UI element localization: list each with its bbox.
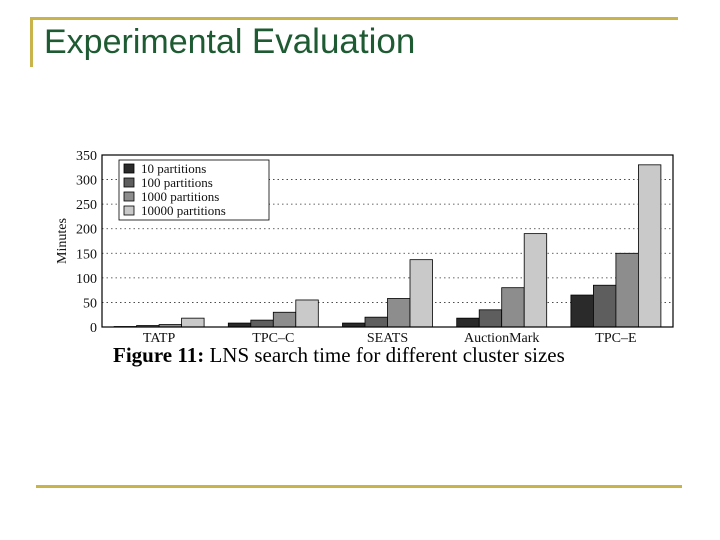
bar (181, 317, 205, 328)
legend-box (118, 159, 270, 221)
x-tick-label: TATP (143, 331, 176, 346)
y-tick-label: 250 (76, 198, 97, 213)
legend-swatch (123, 205, 135, 216)
legend-swatch (123, 163, 135, 174)
bottom-rule (36, 485, 682, 488)
x-tick-label: TPC–E (595, 331, 636, 346)
bar (523, 233, 548, 328)
plot-frame (101, 154, 674, 328)
bar (272, 311, 297, 328)
bar (615, 252, 639, 328)
figure-caption-text: LNS search time for different cluster si… (209, 343, 565, 367)
legend-label: 100 partitions (141, 175, 213, 190)
y-tick-label: 50 (83, 296, 97, 311)
y-tick-label: 100 (76, 272, 97, 287)
bar (409, 259, 433, 328)
title-part-2: Evaluation (251, 22, 416, 61)
bar (638, 164, 662, 328)
bar (250, 319, 274, 328)
legend-label: 10 partitions (141, 161, 206, 176)
bar (456, 317, 480, 328)
x-tick-label: SEATS (367, 331, 408, 346)
legend-swatch (123, 177, 135, 188)
title-part-1: Experimental (44, 23, 243, 61)
x-tick-label: AuctionMark (464, 331, 539, 346)
y-tick-label: 0 (90, 321, 97, 336)
bar-chart: 0 50 100 150 200 250 300 350 Minutes TATP TPC–C SEA… (55, 149, 674, 346)
y-tick-label: 350 (76, 149, 97, 164)
y-axis-label: Minutes (55, 218, 70, 264)
legend-swatch (123, 191, 135, 202)
slide-title: Experimental Evaluation (44, 22, 415, 62)
top-rule (30, 17, 678, 20)
bar (593, 284, 617, 328)
x-tick-label: TPC–C (252, 331, 294, 346)
y-tick-label: 300 (76, 174, 97, 189)
bar (387, 298, 411, 328)
bar (364, 316, 388, 328)
legend-label: 1000 partitions (141, 189, 219, 204)
legend-label: 10000 partitions (141, 203, 226, 218)
bar (570, 294, 594, 328)
bar (295, 299, 319, 328)
bar (501, 287, 525, 328)
bar (478, 309, 503, 328)
left-rule (30, 17, 33, 67)
y-tick-label: 200 (76, 223, 97, 238)
figure-caption: Figure 11: LNS search time for different… (113, 343, 565, 368)
y-tick-label: 150 (76, 247, 97, 262)
figure-label: Figure 11: (113, 343, 205, 367)
